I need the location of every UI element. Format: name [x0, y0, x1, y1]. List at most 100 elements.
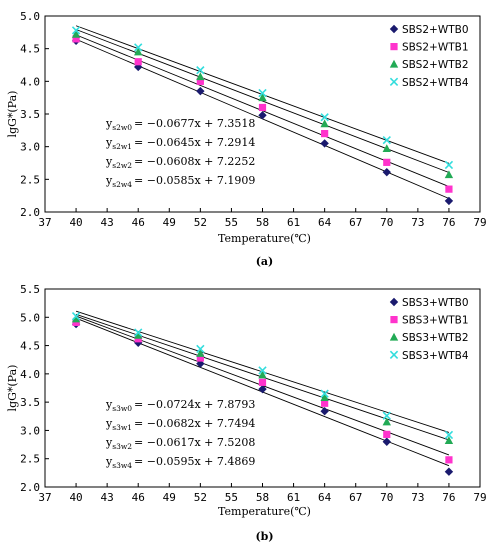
- data-point-p1-s0-4: [320, 406, 329, 416]
- y-tick-label: 2.5: [20, 453, 40, 466]
- regression-equation: ys2w2 = −0.0608x + 7.2252: [105, 155, 255, 170]
- legend-label: SBS2+WTB2: [402, 59, 469, 71]
- equation-rhs: = −0.0677x + 7.3518: [134, 117, 255, 130]
- equation-rhs: = −0.0645x + 7.2914: [134, 136, 255, 149]
- data-point-p0-s0-5: [382, 167, 391, 177]
- y-tick-label: 4.0: [20, 368, 40, 381]
- x-tick-label: 58: [256, 216, 269, 229]
- data-point-p0-sL0-legend: [389, 24, 399, 34]
- data-point-p0-s2-2: [196, 72, 205, 81]
- equation-rhs: = −0.0608x + 7.2252: [134, 155, 255, 168]
- equation-prefix: y: [105, 174, 113, 187]
- x-tick-label: 76: [442, 216, 455, 229]
- x-tick-label: 46: [132, 491, 145, 504]
- equation-prefix: y: [105, 417, 113, 430]
- data-point-p0-s1-0: [72, 35, 80, 43]
- data-point-p1-s3-3: [258, 366, 267, 375]
- equation-subscript: s3w0: [112, 404, 132, 413]
- x-tick-label: 40: [69, 216, 82, 229]
- data-point-p0-s3-3: [258, 88, 267, 98]
- panel-label: (b): [255, 530, 273, 543]
- equation-prefix: y: [105, 436, 113, 449]
- x-tick-label: 76: [442, 491, 455, 504]
- data-point-p0-s3-4: [320, 113, 329, 122]
- x-tick-label: 43: [101, 216, 114, 229]
- data-point-p0-s2-1: [134, 47, 143, 56]
- x-tick-label: 52: [194, 216, 207, 229]
- equation-subscript: s3w2: [112, 442, 132, 451]
- x-tick-label: 70: [380, 216, 393, 229]
- data-point-p1-s3-2: [196, 344, 205, 354]
- equation-prefix: y: [105, 117, 113, 130]
- data-point-p0-s0-4: [320, 139, 329, 148]
- regression-equation: ys3w0 = −0.0724x + 7.8793: [105, 398, 255, 413]
- x-tick-label: 73: [411, 491, 424, 504]
- data-point-p1-s2-0: [71, 314, 81, 323]
- data-point-p0-s1-3: [258, 103, 267, 112]
- x-tick-label: 67: [349, 491, 362, 504]
- y-axis-label: lgG*(Pa): [6, 365, 19, 412]
- data-point-p0-s3-2: [196, 66, 205, 75]
- data-point-p0-s3-1: [134, 43, 143, 52]
- legend-label: SBS3+WTB1: [402, 315, 469, 327]
- x-tick-label: 55: [225, 216, 238, 229]
- y-tick-label: 4.5: [20, 43, 40, 56]
- x-tick-label: 79: [473, 491, 486, 504]
- equation-subscript: s2w1: [112, 142, 132, 151]
- data-point-p1-s0-5: [382, 437, 391, 446]
- data-point-p0-s1-2: [196, 77, 204, 85]
- data-point-p0-s1-6: [445, 185, 453, 193]
- y-tick-label: 3.0: [20, 141, 40, 154]
- x-tick-label: 73: [411, 216, 424, 229]
- data-point-p0-s2-0: [71, 29, 81, 38]
- data-point-p1-s2-5: [382, 417, 391, 426]
- data-point-p1-s3-1: [134, 328, 143, 337]
- y-tick-label: 5.0: [20, 311, 40, 324]
- y-tick-label: 4.5: [20, 340, 40, 353]
- data-point-p1-s1-5: [383, 430, 391, 438]
- legend-label: SBS2+WTB1: [402, 42, 469, 54]
- data-point-p0-sL3-legend: [389, 77, 399, 86]
- y-tick-label: 3.0: [20, 424, 40, 437]
- y-tick-label: 5.5: [20, 283, 40, 296]
- x-tick-label: 67: [349, 216, 362, 229]
- equation-prefix: y: [105, 155, 113, 168]
- y-tick-label: 3.5: [20, 396, 40, 409]
- x-tick-label: 37: [38, 216, 51, 229]
- y-tick-label: 3.5: [20, 108, 40, 121]
- equation-rhs: = −0.0724x + 7.8793: [134, 398, 255, 411]
- equation-rhs: = −0.0595x + 7.4869: [134, 455, 255, 468]
- data-point-p1-s2-1: [134, 330, 143, 339]
- equation-rhs: = −0.0617x + 7.5208: [134, 436, 255, 449]
- data-point-p0-s0-6: [444, 196, 454, 206]
- equation-prefix: y: [105, 455, 113, 468]
- data-point-p0-sL1-legend: [390, 43, 398, 51]
- regression-equation: ys2w4 = −0.0585x + 7.1909: [105, 174, 255, 189]
- equation-prefix: y: [105, 136, 113, 149]
- legend-label: SBS3+WTB0: [402, 297, 469, 309]
- data-point-p1-s2-4: [320, 393, 329, 402]
- x-tick-label: 49: [163, 491, 176, 504]
- data-point-p1-s0-6: [444, 467, 454, 476]
- equation-rhs: = −0.0682x + 7.7494: [134, 417, 255, 430]
- x-axis-label: Temperature(℃): [218, 232, 311, 245]
- data-point-p0-s1-5: [383, 158, 391, 166]
- x-tick-label: 58: [256, 491, 269, 504]
- data-point-p0-s2-3: [258, 93, 267, 102]
- data-point-p1-sL1-legend: [390, 316, 398, 324]
- x-tick-label: 52: [194, 491, 207, 504]
- y-axis-label: lgG*(Pa): [6, 91, 19, 138]
- data-point-p1-s2-2: [196, 349, 205, 357]
- chart-panel-1: 37 40 43 46 49 52 55 58 61 64 67 70 73 76 79 2.0 2.5 3.0 3…: [6, 10, 487, 268]
- data-point-p1-s1-2: [196, 354, 204, 362]
- x-axis-label: Temperature(℃): [218, 505, 311, 518]
- data-point-p1-s2-3: [258, 370, 267, 379]
- data-point-p1-s1-6: [445, 456, 453, 464]
- data-point-p1-s3-0: [71, 311, 81, 321]
- equation-subscript: s2w4: [112, 180, 132, 189]
- data-point-p0-s3-6: [444, 160, 454, 170]
- y-tick-label: 2.0: [20, 206, 40, 219]
- regression-equation: ys2w1 = −0.0645x + 7.2914: [105, 136, 255, 151]
- x-tick-label: 61: [287, 216, 300, 229]
- equation-subscript: s3w4: [112, 461, 132, 470]
